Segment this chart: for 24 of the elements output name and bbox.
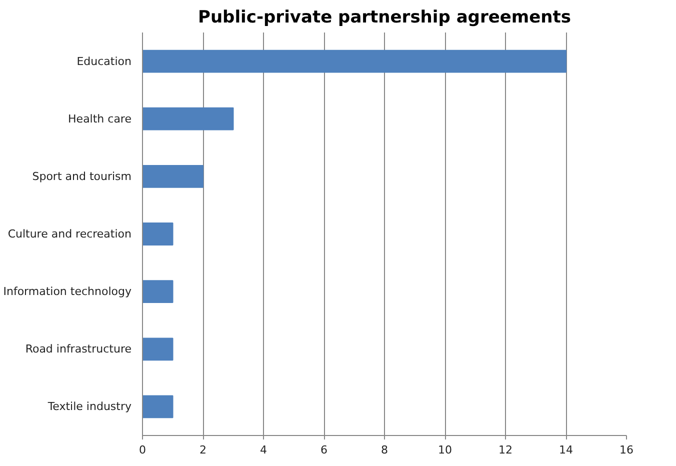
bar bbox=[142, 107, 234, 130]
chart-title: Public-private partnership agreements bbox=[198, 8, 572, 28]
x-tick-label: 2 bbox=[200, 444, 206, 456]
y-tick-label: Health care bbox=[68, 112, 132, 126]
x-tick-label: 6 bbox=[320, 444, 328, 456]
x-tick-label: 8 bbox=[381, 444, 388, 456]
y-tick-label: Sport and tourism bbox=[32, 170, 132, 183]
x-tick-label: 4 bbox=[260, 444, 267, 456]
x-tick-label: 16 bbox=[620, 444, 634, 456]
bar bbox=[142, 280, 174, 304]
bar bbox=[142, 50, 566, 73]
y-tick-label: Textile industry bbox=[46, 400, 132, 414]
y-tick-label: Culture and recreation bbox=[8, 228, 132, 240]
y-tick-label: Road infrastructure bbox=[25, 342, 132, 356]
y-tick-label: Education bbox=[76, 54, 132, 68]
bar bbox=[142, 338, 174, 361]
x-tick-label: 10 bbox=[438, 444, 452, 456]
x-tick-label: 12 bbox=[498, 444, 512, 456]
y-tick-label: Information technology bbox=[3, 285, 132, 298]
bar bbox=[142, 164, 204, 188]
x-tick-label: 14 bbox=[559, 444, 573, 456]
bar bbox=[142, 222, 174, 246]
bar bbox=[142, 395, 174, 418]
x-tick-label: 0 bbox=[139, 444, 146, 456]
